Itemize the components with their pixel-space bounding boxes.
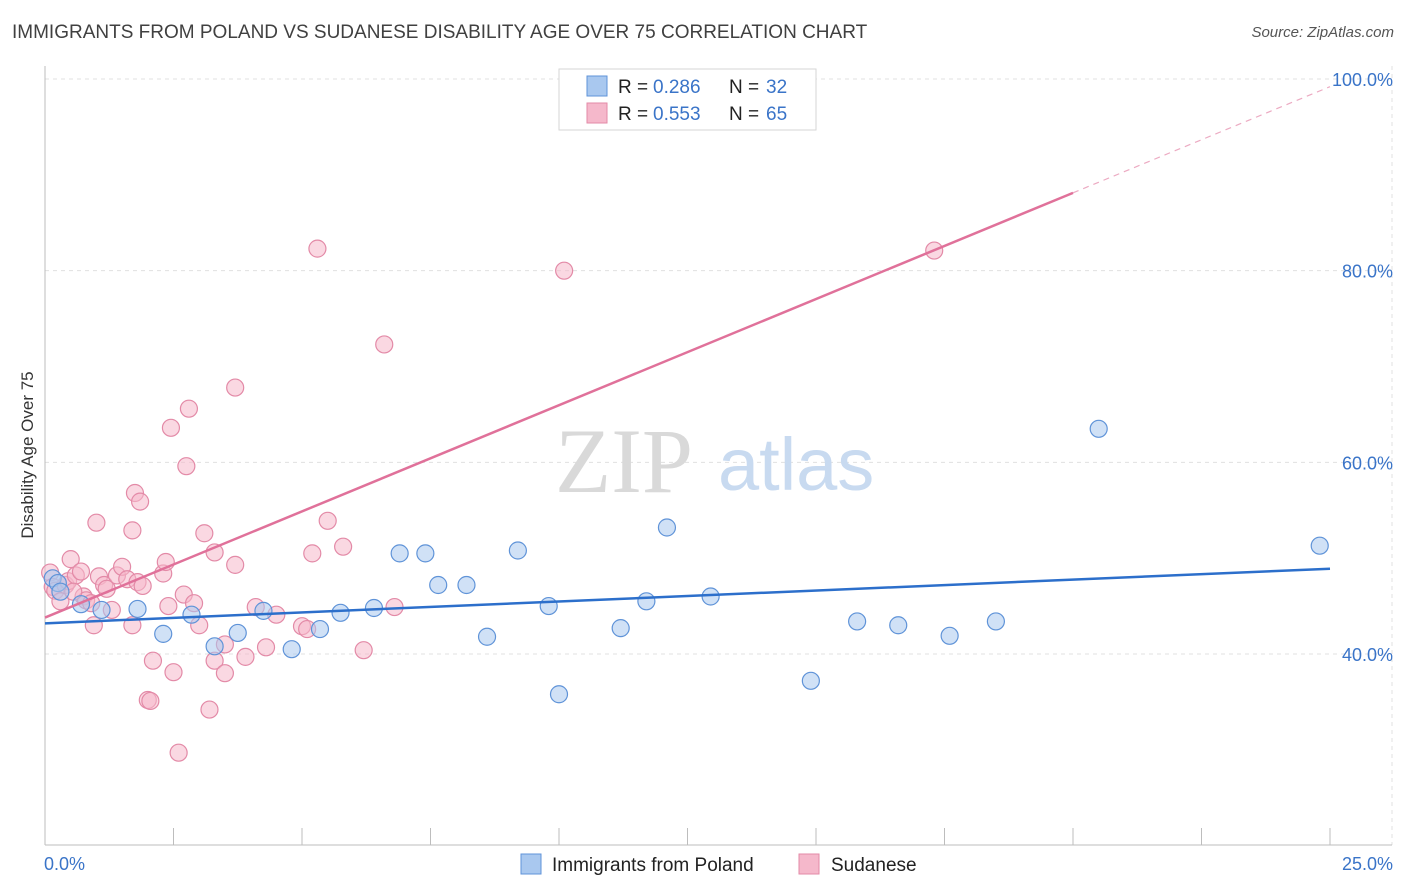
watermark-atlas: atlas — [718, 423, 874, 506]
point-poland-24 — [637, 592, 656, 611]
point-poland-5 — [128, 599, 147, 619]
bottom-legend-label-sudanese: Sudanese — [831, 855, 917, 876]
point-sudanese-33 — [161, 418, 181, 437]
point-sudanese-60 — [375, 335, 394, 354]
point-sudanese-22 — [123, 521, 142, 540]
x-tick-right: 25.0% — [1342, 854, 1393, 874]
point-poland-15 — [390, 544, 409, 563]
grid-lines — [45, 66, 1393, 845]
y-tick-label-2: 80.0% — [1342, 262, 1393, 282]
point-poland-16 — [416, 544, 435, 563]
point-poland-28 — [848, 612, 867, 631]
point-sudanese-34 — [164, 663, 183, 682]
point-poland-30 — [940, 626, 959, 645]
point-poland-31 — [986, 612, 1006, 631]
point-poland-32 — [1089, 419, 1108, 438]
point-sudanese-59 — [354, 641, 373, 660]
point-poland-8 — [205, 637, 224, 656]
point-poland-23 — [611, 619, 630, 638]
legend-swatch-sudanese — [586, 102, 608, 124]
trend-line-sudanese — [44, 191, 1074, 619]
point-sudanese-46 — [215, 664, 234, 683]
point-sudanese-41 — [195, 524, 214, 543]
trend-line-poland — [44, 567, 1331, 625]
legend-n-label-poland: N = — [729, 77, 759, 98]
trend-lines — [44, 86, 1331, 625]
point-sudanese-49 — [236, 647, 255, 666]
y-axis-title: Disability Age Over 75 — [18, 371, 37, 538]
watermark: ZIP atlas — [555, 410, 874, 512]
point-sudanese-58 — [334, 537, 353, 556]
legend-r-label-poland: R = — [618, 77, 648, 98]
point-sudanese-55 — [303, 544, 322, 563]
x-tick-left: 0.0% — [44, 854, 85, 874]
bottom-legend: Immigrants from Poland Sudanese — [520, 853, 917, 876]
point-sudanese-47 — [226, 555, 245, 574]
point-sudanese-28 — [141, 691, 160, 711]
chart-source: Source: ZipAtlas.com — [1251, 24, 1394, 41]
point-poland-10 — [254, 601, 273, 620]
bottom-legend-swatch-sudanese — [798, 853, 820, 875]
bottom-legend-label-poland: Immigrants from Poland — [552, 855, 754, 876]
axes: 40.0% 60.0% 80.0% 100.0% — [44, 66, 1393, 846]
legend-swatch-poland — [586, 75, 608, 97]
legend-r-value-sudanese: 0.553 — [653, 104, 701, 125]
point-poland-17 — [429, 575, 448, 595]
point-poland-13 — [331, 603, 350, 622]
point-sudanese-25 — [130, 492, 150, 511]
series-poland-points — [43, 419, 1329, 704]
point-poland-6 — [154, 624, 173, 643]
y-tick-label-1: 60.0% — [1342, 453, 1393, 473]
legend-n-value-sudanese: 65 — [766, 104, 787, 125]
point-poland-4 — [92, 600, 111, 620]
point-sudanese-62 — [555, 261, 574, 280]
point-sudanese-38 — [179, 399, 199, 418]
point-poland-25 — [657, 518, 677, 537]
point-poland-21 — [539, 596, 558, 616]
trend-line-sudanese-extension — [1072, 86, 1331, 194]
point-poland-27 — [801, 671, 820, 690]
legend-box: R = 0.286 N = 32 R = 0.553 N = 65 — [558, 68, 817, 131]
legend-r-label-sudanese: R = — [618, 104, 648, 125]
point-poland-18 — [457, 575, 476, 595]
point-poland-11 — [282, 640, 301, 659]
point-poland-22 — [549, 685, 569, 704]
point-sudanese-12 — [84, 616, 103, 635]
point-sudanese-13 — [87, 513, 106, 532]
y-tick-label-3: 100.0% — [1332, 70, 1393, 90]
point-poland-33 — [1310, 536, 1329, 555]
point-poland-7 — [182, 605, 201, 624]
point-sudanese-37 — [177, 457, 196, 476]
point-sudanese-8 — [71, 562, 91, 581]
point-sudanese-42 — [200, 700, 219, 719]
point-poland-12 — [310, 619, 330, 639]
legend-n-label-sudanese: N = — [729, 104, 759, 125]
point-poland-9 — [228, 623, 247, 643]
watermark-zip: ZIP — [555, 410, 693, 512]
legend-n-value-poland: 32 — [766, 77, 787, 98]
bottom-legend-swatch-poland — [520, 853, 542, 875]
point-poland-2 — [51, 582, 70, 601]
point-poland-19 — [477, 627, 497, 646]
point-sudanese-35 — [169, 743, 188, 762]
chart-title: IMMIGRANTS FROM POLAND VS SUDANESE DISAB… — [12, 22, 868, 43]
point-sudanese-48 — [226, 378, 245, 397]
point-sudanese-56 — [308, 239, 327, 258]
point-poland-29 — [889, 616, 908, 635]
point-sudanese-51 — [256, 638, 276, 657]
y-tick-label-0: 40.0% — [1342, 645, 1393, 665]
point-sudanese-57 — [318, 511, 337, 530]
legend-r-value-poland: 0.286 — [653, 77, 701, 98]
point-sudanese-29 — [143, 651, 163, 670]
point-sudanese-6 — [61, 550, 80, 569]
point-poland-20 — [508, 541, 527, 560]
point-sudanese-32 — [159, 596, 178, 616]
